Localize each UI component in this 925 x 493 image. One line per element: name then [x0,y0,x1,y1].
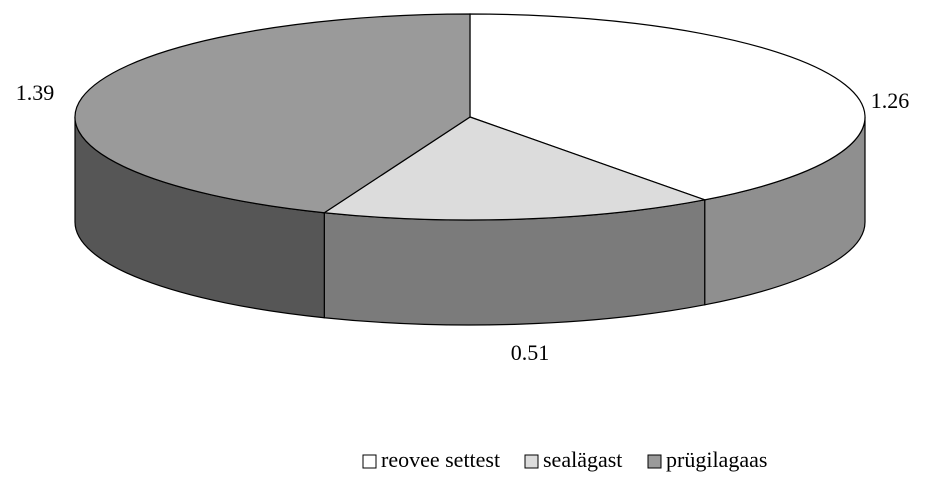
data-label: 1.39 [16,80,55,105]
legend-swatch [647,454,662,469]
legend-label: sealägast [543,447,622,472]
legend-swatch [524,454,539,469]
legend-label: reovee settest [381,447,500,472]
slice [74,13,471,214]
legend-label: prügilagaas [666,447,767,472]
slice [469,13,866,201]
slice [322,116,707,221]
legend-swatch [362,454,377,469]
data-label: 0.51 [511,340,550,365]
data-label: 1.26 [871,88,910,113]
